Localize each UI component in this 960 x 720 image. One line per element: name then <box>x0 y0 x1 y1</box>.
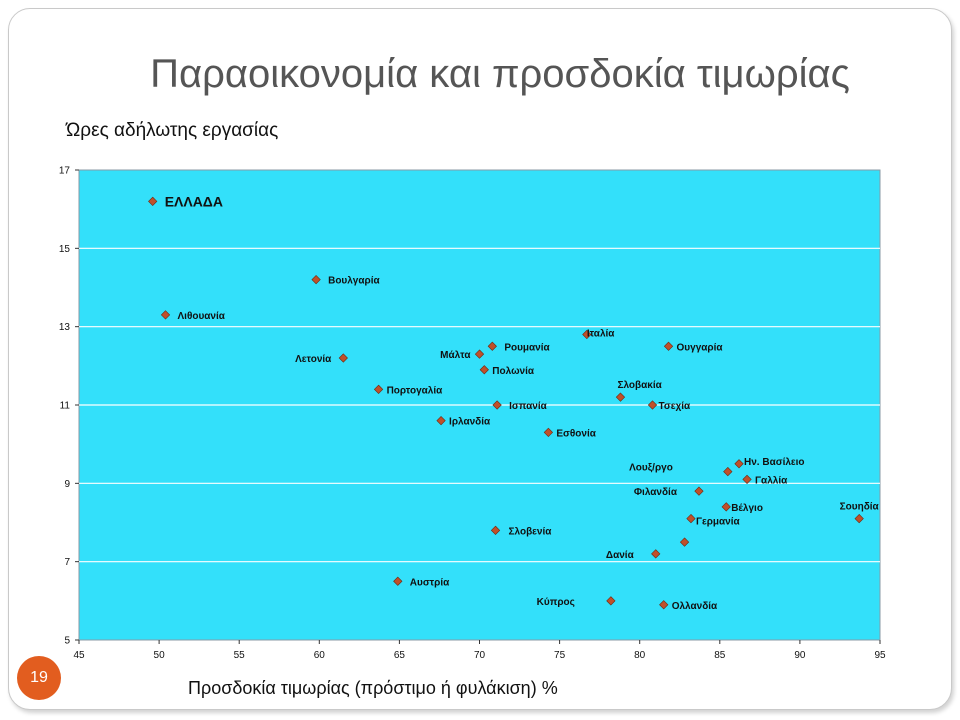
data-point <box>651 549 661 559</box>
data-point <box>311 275 321 285</box>
y-tick-label: 5 <box>64 636 70 647</box>
slide-title: Παραοικονομία και προσδοκία τιμωρίας <box>150 52 850 96</box>
point-label: Γαλλία <box>755 475 788 486</box>
point-label: Λουξ/ργο <box>629 463 673 474</box>
point-label: ΕΛΛΑΔΑ <box>165 193 223 209</box>
x-tick-label: 90 <box>794 650 806 661</box>
x-tick-label: 65 <box>394 650 406 661</box>
data-point <box>694 486 704 496</box>
point-label: Λιθουανία <box>178 311 226 322</box>
data-point <box>647 400 658 410</box>
point-label: Ολλανδία <box>672 601 718 612</box>
data-point <box>742 474 752 485</box>
x-tick-label: 50 <box>154 650 166 661</box>
data-point <box>663 341 674 351</box>
data-point <box>490 525 501 535</box>
y-tick-label: 17 <box>59 166 71 177</box>
point-label: Ισπανία <box>509 401 547 412</box>
data-point <box>487 341 497 351</box>
point-label: Ιρλανδία <box>449 417 491 428</box>
x-tick-label: 45 <box>73 650 85 661</box>
data-point <box>723 466 733 477</box>
point-label: Μάλτα <box>440 350 471 361</box>
x-tick-label: 85 <box>714 650 726 661</box>
point-label: Εσθονία <box>556 428 596 439</box>
data-point <box>606 596 616 606</box>
data-point <box>474 349 485 359</box>
data-point <box>686 513 696 524</box>
point-label: Βουλγαρία <box>328 276 380 287</box>
x-tick-label: 55 <box>234 650 246 661</box>
point-label: Βέλγιο <box>731 503 763 514</box>
data-point <box>373 384 384 394</box>
page-number-badge: 19 <box>17 656 61 700</box>
data-point <box>659 600 669 610</box>
data-point <box>479 365 489 375</box>
data-point <box>734 459 744 469</box>
point-label: Σλοβακία <box>617 380 662 391</box>
data-point <box>721 502 731 512</box>
point-label: Λετονία <box>295 354 332 365</box>
x-tick-label: 75 <box>554 650 566 661</box>
point-label: Σλοβενία <box>509 526 553 537</box>
point-label: Αυστρία <box>410 577 450 588</box>
point-label: Τσεχία <box>659 401 691 412</box>
point-label: Πολωνία <box>492 366 535 377</box>
data-point <box>393 576 403 586</box>
point-label: Ην. Βασίλειο <box>744 457 805 468</box>
data-point <box>338 353 348 363</box>
data-point <box>160 310 171 320</box>
data-point <box>436 416 446 426</box>
data-point <box>854 513 864 524</box>
x-tick-label: 95 <box>874 650 886 661</box>
x-axis-label: Προσδοκία τιμωρίας (πρόστιμο ή φυλάκιση)… <box>188 678 558 698</box>
y-tick-label: 13 <box>59 322 71 333</box>
point-label: Σουηδία <box>840 502 880 513</box>
point-label: Γερμανία <box>696 517 741 528</box>
x-tick-label: 70 <box>474 650 486 661</box>
point-label: Ιταλία <box>587 329 615 340</box>
data-point <box>582 329 592 340</box>
data-point <box>148 196 158 206</box>
data-point <box>543 427 554 438</box>
data-point <box>615 392 626 402</box>
y-tick-label: 9 <box>64 479 70 490</box>
data-point <box>492 400 502 410</box>
y-axis-label: Ώρες αδήλωτης εργασίας <box>66 120 279 141</box>
x-tick-label: 60 <box>314 650 326 661</box>
y-tick-label: 11 <box>60 401 71 412</box>
point-label: Κύπρος <box>537 597 575 608</box>
x-tick-label: 80 <box>634 650 646 661</box>
y-tick-label: 15 <box>59 244 71 255</box>
point-label: Ρουμανία <box>504 342 550 353</box>
point-label: Ουγγαρία <box>677 342 724 353</box>
point-label: Πορτογαλία <box>387 385 444 396</box>
point-label: Δανία <box>606 550 635 561</box>
point-label: Φιλανδία <box>634 487 678 498</box>
data-point <box>679 537 690 547</box>
y-tick-label: 7 <box>64 557 70 568</box>
